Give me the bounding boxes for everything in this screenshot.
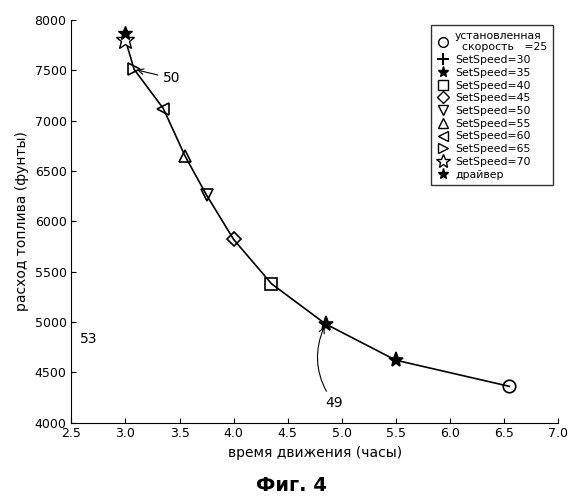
Text: 49: 49 [318, 328, 343, 410]
Text: 53: 53 [80, 332, 97, 346]
Legend: установленная
  скорость   =25, SetSpeed=30, SetSpeed=35, SetSpeed=40, SetSpeed=: установленная скорость =25, SetSpeed=30,… [431, 26, 553, 185]
X-axis label: время движения (часы): время движения (часы) [227, 446, 402, 460]
Text: 50: 50 [138, 69, 181, 86]
Y-axis label: расход топлива (фунты): расход топлива (фунты) [15, 132, 29, 311]
Text: Фиг. 4: Фиг. 4 [256, 476, 327, 495]
